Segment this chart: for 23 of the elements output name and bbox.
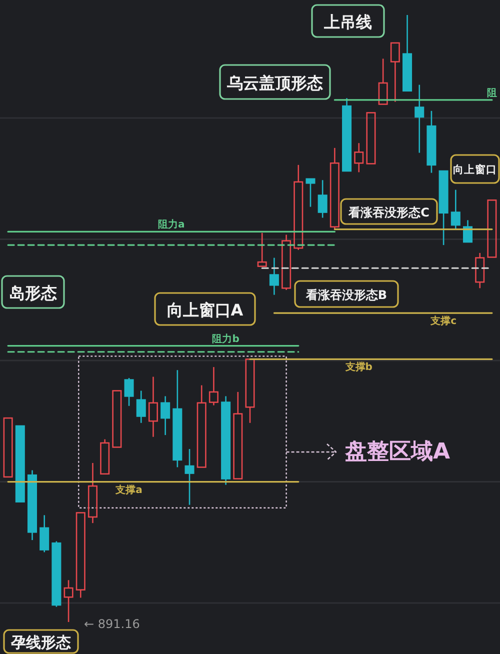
series-label: 支撑a [114,484,142,496]
annotation: 乌云盖顶形态 [226,74,323,92]
series-label: 阻力a [158,218,185,231]
annotation: 看涨吞没形态B [294,280,399,308]
series-label: 阻 [486,88,497,99]
annotation: 盘整区域A [344,440,450,464]
series-label: 支撑c [430,315,457,328]
annotation: 看涨吞没形态C [340,198,438,225]
annotation: ← 891.16 [84,617,140,631]
annotation: 向上窗口A [166,300,244,320]
series-label: 支撑b [344,361,372,374]
annotation: 岛形态 [1,275,65,309]
annotation: 孕线形态 [3,629,79,654]
annotation: 向上窗口A [154,292,256,326]
annotation: 向上窗口 [450,154,500,184]
annotation: 上吊线 [311,4,385,38]
annotation: 看涨吞没形态C [348,206,430,220]
annotation: 看涨吞没形态B [304,288,388,302]
annotation: 岛形态 [9,284,57,302]
annotation: 上吊线 [323,12,372,32]
series-label: 阻力b [212,332,240,345]
annotation: 向上窗口 [453,163,497,176]
annotation: 乌云盖顶形态 [219,64,331,100]
